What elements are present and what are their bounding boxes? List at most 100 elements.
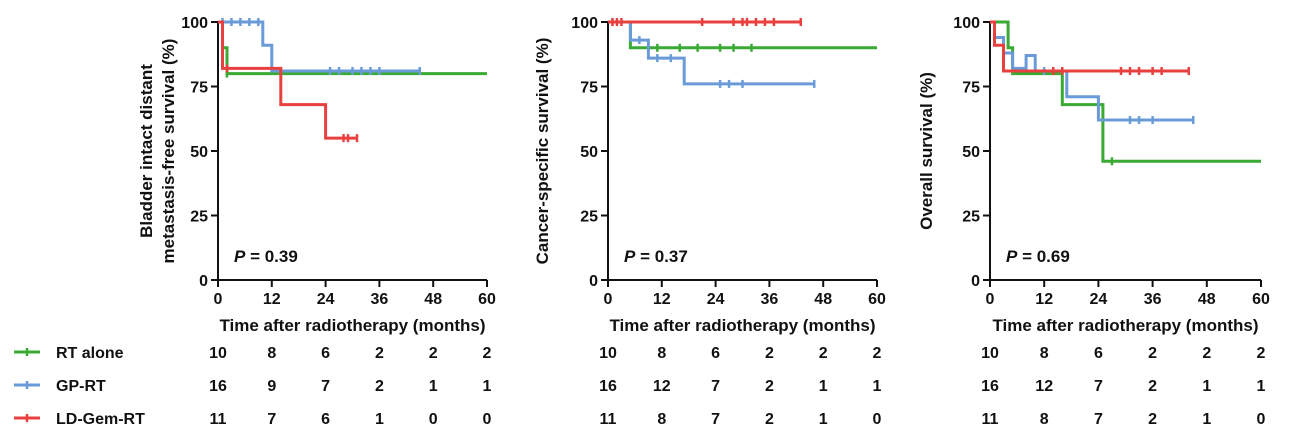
risk-count: 10 — [209, 345, 227, 362]
km-curve-rt-alone — [990, 20, 1261, 163]
y-tick-label: 0 — [971, 273, 980, 290]
x-tick-label: 36 — [761, 291, 779, 308]
x-tick-label: 12 — [1035, 291, 1053, 308]
risk-count: 6 — [321, 411, 330, 428]
p-value-text: = 0.39 — [245, 247, 297, 266]
risk-count: 16 — [599, 378, 617, 395]
x-tick-label: 0 — [604, 291, 613, 308]
risk-count: 2 — [1257, 345, 1266, 362]
risk-count: 6 — [321, 345, 330, 362]
risk-count: 11 — [600, 411, 617, 428]
x-tick-label: 48 — [1198, 291, 1216, 308]
risk-count: 1 — [1202, 411, 1211, 428]
x-tick-label: 48 — [424, 291, 442, 308]
risk-count: 0 — [1257, 411, 1266, 428]
risk-count: 16 — [209, 378, 227, 395]
x-axis-title: Time after radiotherapy (months) — [609, 316, 875, 335]
km-curve-gp-rt — [218, 20, 420, 73]
risk-count: 10 — [981, 345, 999, 362]
x-tick-label: 12 — [653, 291, 671, 308]
km-curve-ld-gem-rt — [218, 20, 357, 140]
p-value-symbol: P — [624, 247, 636, 266]
risk-count: 1 — [1202, 378, 1211, 395]
risk-count: 2 — [765, 411, 774, 428]
risk-count: 2 — [429, 345, 438, 362]
risk-count: 7 — [321, 378, 330, 395]
risk-count: 1 — [375, 411, 384, 428]
y-axis-title: Bladder intact distant — [137, 64, 156, 238]
risk-count: 2 — [1148, 378, 1157, 395]
risk-count: 2 — [819, 345, 828, 362]
risk-count: 1 — [819, 411, 828, 428]
km-curve-gp-rt — [608, 20, 815, 86]
y-tick-label: 25 — [580, 209, 598, 226]
legend-item-gp-rt: GP-RT — [14, 378, 106, 395]
risk-count: 11 — [210, 411, 227, 428]
x-tick-label: 36 — [1144, 291, 1162, 308]
risk-count: 9 — [267, 378, 276, 395]
risk-count: 0 — [873, 411, 882, 428]
p-value: P = 0.69 — [1006, 247, 1070, 266]
risk-count: 6 — [711, 345, 720, 362]
legend-label: GP-RT — [56, 378, 106, 395]
km-curve-gp-rt — [990, 20, 1194, 122]
y-axis-title: Cancer-specific survival (%) — [533, 38, 552, 265]
risk-count: 0 — [483, 411, 492, 428]
x-tick-label: 24 — [1090, 291, 1108, 308]
risk-count: 0 — [429, 411, 438, 428]
y-tick-label: 0 — [589, 273, 598, 290]
risk-count: 2 — [1148, 345, 1157, 362]
risk-count: 1 — [429, 378, 438, 395]
legend-item-rt-alone: RT alone — [14, 345, 124, 362]
risk-count: 12 — [1035, 378, 1053, 395]
risk-count: 2 — [375, 345, 384, 362]
km-curve-rt-alone — [218, 20, 487, 76]
risk-count: 7 — [267, 411, 276, 428]
x-tick-label: 60 — [478, 291, 496, 308]
risk-count: 2 — [1148, 411, 1157, 428]
x-tick-label: 0 — [986, 291, 995, 308]
y-tick-label: 75 — [962, 80, 980, 97]
risk-count: 16 — [981, 378, 999, 395]
risk-count: 1 — [483, 378, 492, 395]
y-tick-label: 100 — [953, 15, 980, 32]
y-tick-label: 100 — [181, 15, 208, 32]
y-tick-label: 25 — [190, 209, 208, 226]
risk-count: 7 — [1094, 411, 1103, 428]
risk-count: 8 — [657, 345, 666, 362]
y-tick-label: 75 — [580, 80, 598, 97]
risk-count: 2 — [873, 345, 882, 362]
p-value-text: = 0.69 — [1017, 247, 1069, 266]
x-tick-label: 60 — [1252, 291, 1270, 308]
legend-item-ld-gem-rt: LD-Gem-RT — [14, 411, 145, 428]
x-tick-label: 48 — [814, 291, 832, 308]
risk-count: 1 — [1257, 378, 1266, 395]
legend-label: LD-Gem-RT — [56, 411, 145, 428]
risk-count: 2 — [375, 378, 384, 395]
risk-count: 2 — [765, 378, 774, 395]
risk-count: 10 — [599, 345, 617, 362]
risk-count: 6 — [1094, 345, 1103, 362]
risk-count: 12 — [653, 378, 671, 395]
y-tick-label: 25 — [962, 209, 980, 226]
risk-count: 2 — [765, 345, 774, 362]
y-tick-label: 50 — [962, 144, 980, 161]
x-tick-label: 12 — [263, 291, 281, 308]
risk-count: 1 — [873, 378, 882, 395]
x-axis-title: Time after radiotherapy (months) — [219, 316, 485, 335]
x-tick-label: 0 — [214, 291, 223, 308]
y-tick-label: 50 — [580, 144, 598, 161]
km-curve-ld-gem-rt — [990, 20, 1189, 73]
y-axis-title: Overall survival (%) — [917, 72, 936, 230]
p-value-symbol: P — [234, 247, 246, 266]
y-tick-label: 75 — [190, 80, 208, 97]
p-value-symbol: P — [1006, 247, 1018, 266]
x-tick-label: 24 — [317, 291, 335, 308]
risk-count: 1 — [819, 378, 828, 395]
p-value: P = 0.37 — [624, 247, 688, 266]
risk-count: 8 — [657, 411, 666, 428]
risk-count: 2 — [1202, 345, 1211, 362]
